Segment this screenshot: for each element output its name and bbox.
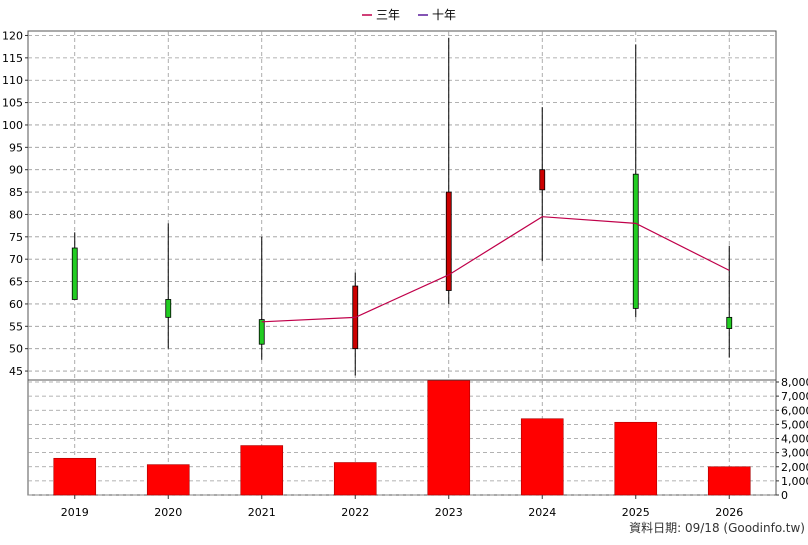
candle-body [165,299,172,318]
legend: 三年 十年 [362,8,456,22]
legend-label: 十年 [432,8,456,22]
price-tick-label: 80 [9,208,23,221]
volume-panel: 01,0002,0003,0004,000 5,0006,0007,0008,00… [27,376,808,502]
volume-bar [240,445,284,496]
volume-bar [614,421,658,496]
x-tick-label: 2020 [154,506,182,519]
legend-label: 三年 [376,8,400,22]
price-tick-label: 105 [2,97,23,110]
price-tick-label: 45 [9,365,23,378]
candle-body [632,173,639,309]
volume-tick-label: 6,000 [781,404,808,417]
candle-body [726,316,733,329]
x-tick-label: 2023 [435,506,463,519]
price-tick-label: 115 [2,52,23,65]
price-tick-label: 110 [2,74,23,87]
candle-body [445,191,452,291]
candle-body [258,319,265,345]
volume-bar [146,464,190,496]
price-tick-label: 75 [9,231,23,244]
volume-tick-label: 5,000 [781,418,808,431]
x-tick-label: 2025 [622,506,650,519]
x-tick-label: 2019 [61,506,89,519]
candle-body [71,247,78,300]
volume-tick-label: 2,000 [781,461,808,474]
x-tick-label: 2022 [341,506,369,519]
volume-bar [707,466,751,496]
x-tick-label: 2024 [528,506,556,519]
price-tick-label: 90 [9,164,23,177]
price-tick-label: 55 [9,320,23,333]
volume-tick-label: 8,000 [781,376,808,389]
volume-tick-label: 7,000 [781,390,808,403]
volume-bar [520,418,564,496]
price-tick-label: 50 [9,343,23,356]
three-year-average-line [261,216,730,323]
price-tick-label: 95 [9,141,23,154]
candle-body [539,169,546,191]
price-tick-label: 70 [9,253,23,266]
volume-bar [53,457,97,496]
price-plot-area [27,30,777,381]
volume-tick-label: 0 [781,489,788,502]
volume-plot-area [27,379,777,496]
x-axis: 2019 2020 2021 2022 2023 2024 2025 2026 [61,495,743,519]
volume-tick-label: 3,000 [781,447,808,460]
x-tick-label: 2026 [715,506,743,519]
price-tick-label: 65 [9,276,23,289]
price-tick-label: 100 [2,119,23,132]
volume-bar [427,380,471,496]
x-tick-label: 2021 [248,506,276,519]
price-tick-label: 120 [2,29,23,42]
source-footer: 資料日期: 09/18 (Goodinfo.tw) [629,521,805,535]
price-panel: 45 50 55 60 65 70 75 80 85 90 95 100 105 110 115 120 [2,29,777,495]
price-tick-label: 85 [9,186,23,199]
volume-bar [333,462,377,496]
volume-tick-label: 1,000 [781,475,808,488]
price-tick-label: 60 [9,298,23,311]
volume-tick-label: 4,000 [781,433,808,446]
